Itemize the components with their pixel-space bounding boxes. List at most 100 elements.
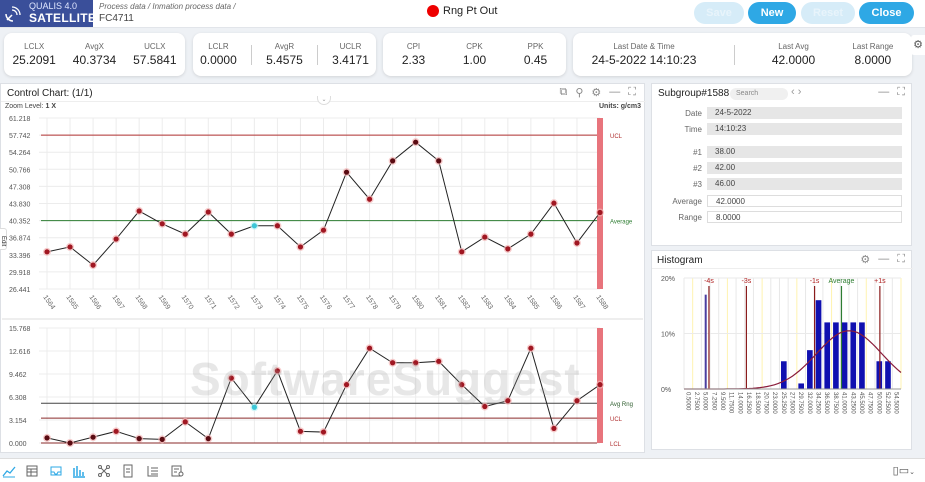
subgroup-title: Subgroup#1588	[658, 88, 730, 99]
brand-line2: SATELLITE	[29, 11, 97, 25]
scatter-icon[interactable]	[97, 464, 111, 478]
svg-text:6.308: 6.308	[9, 395, 27, 402]
svg-text:1569: 1569	[157, 294, 172, 311]
alert-dot-icon	[427, 5, 439, 17]
svg-text:54.5000: 54.5000	[893, 392, 899, 414]
tray-icon[interactable]	[49, 464, 63, 478]
svg-text:40.352: 40.352	[9, 219, 31, 226]
stat-avgr: AvgR 5.4575	[266, 42, 303, 67]
stat-last-range: Last Range 8.0000	[852, 42, 894, 67]
field-time: Time 14:10:23	[652, 123, 912, 136]
field-date: Date 24-5-2022	[652, 107, 912, 120]
svg-text:1585: 1585	[525, 294, 540, 311]
settings-gears-icon[interactable]: ⚙	[911, 35, 925, 55]
table-icon[interactable]	[25, 464, 39, 478]
svg-text:-1s: -1s	[810, 278, 820, 285]
search-icon[interactable]: ⚲	[575, 87, 584, 99]
svg-text:0.000: 0.000	[9, 441, 27, 448]
svg-text:25.2500: 25.2500	[780, 392, 786, 414]
svg-text:16.2500: 16.2500	[745, 392, 751, 414]
field-value-2: #2 42.00	[652, 162, 912, 175]
subgroup-search-input[interactable]: Search	[730, 88, 788, 100]
stat-uclx: UCLX 57.5841	[133, 42, 177, 67]
svg-text:1582: 1582	[456, 294, 471, 311]
gear-icon[interactable]: ⚙	[591, 87, 602, 99]
next-icon[interactable]: ›	[797, 86, 802, 98]
report-icon[interactable]	[170, 464, 184, 478]
document-icon[interactable]	[121, 464, 135, 478]
prev-icon[interactable]: ‹	[791, 86, 795, 98]
expand-icon[interactable]: ⛶	[897, 253, 905, 265]
svg-text:10%: 10%	[661, 332, 675, 339]
minimize-icon[interactable]: —	[878, 86, 890, 98]
top-bar: QUALIS 4.0 SATELLITE Process data / Inma…	[0, 0, 925, 28]
svg-text:Average: Average	[828, 278, 854, 285]
field-average: Average 42.0000	[652, 195, 912, 208]
layout-switcher[interactable]: ▯▭⌄	[893, 464, 915, 477]
svg-text:41.0000: 41.0000	[841, 392, 847, 414]
svg-text:32.0000: 32.0000	[806, 392, 812, 414]
minimize-icon[interactable]: —	[609, 86, 621, 98]
gear-icon[interactable]: ⚙	[860, 254, 871, 266]
stat-cpi: CPI 2.33	[401, 42, 426, 67]
svg-text:50.766: 50.766	[9, 167, 31, 174]
collapse-toggle-icon[interactable]: ⌄	[317, 96, 331, 105]
expand-icon[interactable]: ⛶	[628, 86, 636, 98]
svg-text:1565: 1565	[64, 294, 79, 311]
svg-text:14.0000: 14.0000	[736, 392, 742, 414]
stat-last-avg: Last Avg 42.0000	[771, 42, 816, 67]
svg-text:43.2500: 43.2500	[849, 392, 855, 414]
histogram-panel: Histogram ⚙ — ⛶	[651, 250, 913, 450]
svg-text:29.918: 29.918	[9, 270, 31, 277]
line-chart-icon[interactable]	[2, 464, 16, 478]
alert-indicator: Rng Pt Out	[427, 5, 497, 17]
new-button[interactable]: New	[748, 2, 796, 24]
svg-text:61.218: 61.218	[9, 116, 31, 123]
subgroup-panel: Subgroup#1588 Search ‹ › — ⛶ Date 24-5-20…	[651, 83, 912, 246]
histogram-title: Histogram	[657, 255, 703, 266]
svg-text:1586: 1586	[548, 294, 563, 311]
svg-text:1580: 1580	[410, 294, 425, 311]
zoom-level: Zoom Level: 1 X	[5, 103, 56, 110]
svg-text:1584: 1584	[502, 294, 517, 311]
svg-text:1581: 1581	[433, 294, 448, 311]
divider	[317, 44, 318, 65]
divider	[733, 44, 735, 65]
edit-side-tab[interactable]: Edit	[0, 228, 7, 250]
svg-text:LCL: LCL	[610, 442, 622, 448]
minimize-icon[interactable]: —	[878, 253, 890, 265]
range-limits-card: LCLR 0.0000 AvgR 5.4575 UCLR 3.4171	[193, 33, 376, 76]
save-button[interactable]: Save	[694, 2, 744, 24]
svg-text:1567: 1567	[110, 294, 125, 311]
field-value-1: #1 38.00	[652, 146, 912, 159]
svg-text:33.396: 33.396	[9, 253, 31, 260]
svg-text:7.2500: 7.2500	[710, 392, 716, 411]
expand-icon[interactable]: ⛶	[897, 86, 905, 98]
divider	[250, 44, 252, 65]
list-icon[interactable]	[146, 464, 160, 478]
histogram-icon[interactable]	[72, 464, 86, 478]
field-value-3: #3 46.00	[652, 178, 912, 191]
stat-ppk: PPK 0.45	[523, 42, 548, 67]
svg-text:1587: 1587	[571, 294, 586, 311]
stat-lclx: LCLX 25.2091	[12, 42, 56, 67]
close-button[interactable]: Close	[859, 2, 914, 24]
reset-button[interactable]: Reset	[801, 2, 855, 24]
snapshot-icon[interactable]: ⧉	[559, 86, 568, 98]
svg-text:20.7500: 20.7500	[762, 392, 768, 414]
field-range: Range 8.0000	[652, 211, 912, 224]
control-chart-toolbar: ⧉ ⚲ ⚙ — ⛶	[560, 86, 637, 99]
svg-text:1566: 1566	[87, 294, 102, 311]
bottom-toolbar: ▯▭⌄	[0, 458, 925, 482]
svg-text:9.5000: 9.5000	[719, 392, 725, 411]
svg-text:18.5000: 18.5000	[754, 392, 760, 414]
svg-text:1576: 1576	[318, 294, 333, 311]
alert-text: Rng Pt Out	[443, 5, 498, 17]
brand-line1: QUALIS 4.0	[29, 1, 78, 11]
svg-text:1579: 1579	[387, 294, 402, 311]
control-chart-title: Control Chart: (1/1)	[7, 88, 93, 99]
last-values-card: Last Date & Time 24-5-2022 14:10:23 Last …	[573, 33, 912, 76]
breadcrumb[interactable]: Process data / Inmation process data /	[99, 2, 236, 11]
svg-text:-3s: -3s	[742, 278, 752, 285]
